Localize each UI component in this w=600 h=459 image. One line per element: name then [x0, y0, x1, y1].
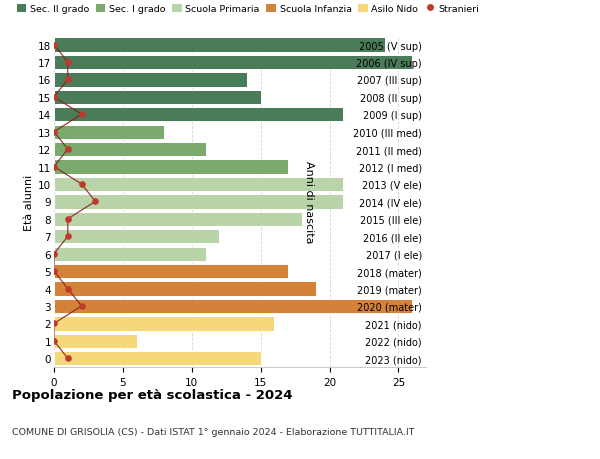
Text: COMUNE DI GRISOLIA (CS) - Dati ISTAT 1° gennaio 2024 - Elaborazione TUTTITALIA.I: COMUNE DI GRISOLIA (CS) - Dati ISTAT 1° …: [12, 427, 415, 436]
Bar: [54, 282, 316, 296]
Point: [63, 355, 73, 362]
Point: [77, 112, 86, 119]
Legend: Sec. II grado, Sec. I grado, Scuola Primaria, Scuola Infanzia, Asilo Nido, Stran: Sec. II grado, Sec. I grado, Scuola Prim…: [17, 5, 479, 14]
Point: [49, 42, 59, 49]
Point: [49, 163, 59, 171]
Point: [49, 337, 59, 345]
Bar: [54, 317, 274, 331]
Point: [49, 268, 59, 275]
Point: [63, 285, 73, 292]
Bar: [54, 352, 260, 366]
Bar: [54, 178, 343, 192]
Bar: [54, 247, 206, 261]
Bar: [54, 212, 302, 226]
Bar: [54, 125, 164, 140]
Point: [91, 198, 100, 206]
Bar: [54, 73, 247, 87]
Text: Popolazione per età scolastica - 2024: Popolazione per età scolastica - 2024: [12, 388, 293, 401]
Point: [49, 129, 59, 136]
Point: [63, 233, 73, 241]
Bar: [54, 90, 260, 105]
Y-axis label: Anni di nascita: Anni di nascita: [304, 161, 314, 243]
Point: [49, 320, 59, 327]
Point: [63, 146, 73, 153]
Bar: [54, 56, 412, 70]
Bar: [54, 230, 220, 244]
Point: [77, 302, 86, 310]
Bar: [54, 195, 343, 209]
Bar: [54, 160, 288, 174]
Point: [49, 94, 59, 101]
Point: [63, 216, 73, 223]
Point: [49, 251, 59, 258]
Point: [63, 77, 73, 84]
Y-axis label: Età alunni: Età alunni: [24, 174, 34, 230]
Bar: [54, 264, 288, 279]
Point: [63, 59, 73, 67]
Bar: [54, 38, 385, 52]
Bar: [54, 334, 137, 348]
Bar: [54, 143, 206, 157]
Bar: [54, 108, 343, 122]
Point: [77, 181, 86, 188]
Bar: [54, 299, 412, 313]
